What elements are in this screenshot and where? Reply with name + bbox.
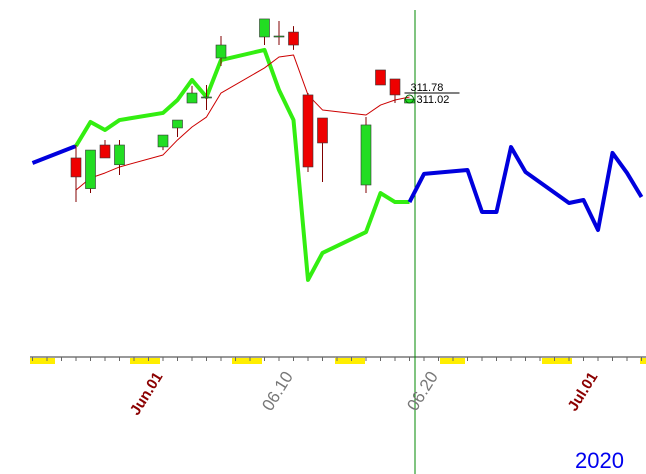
candle-body xyxy=(317,117,328,144)
price-marker xyxy=(405,94,414,104)
candle-body xyxy=(186,92,198,104)
candle-body xyxy=(259,18,270,38)
candle-body xyxy=(99,144,111,159)
strip-block xyxy=(640,358,646,364)
candle-body xyxy=(288,31,299,46)
strip-block xyxy=(130,358,160,364)
series-line xyxy=(75,54,410,191)
year-label: 2020 xyxy=(575,448,624,473)
candle-body xyxy=(389,78,401,96)
candle-body xyxy=(360,124,372,186)
strip-block xyxy=(335,358,365,364)
candle-body xyxy=(375,69,386,86)
candle-body xyxy=(70,157,82,178)
candle-body xyxy=(215,44,227,59)
price-label: 311.02 xyxy=(417,94,450,106)
strip-block xyxy=(232,358,262,364)
series-line xyxy=(31,144,77,165)
series-line xyxy=(407,145,644,232)
series-line xyxy=(74,47,410,282)
candle-body xyxy=(85,149,96,189)
strip-block xyxy=(30,358,55,364)
candle-body xyxy=(273,35,285,38)
price-label: 311.78 xyxy=(411,82,444,94)
candle-body xyxy=(201,96,212,99)
candle-body xyxy=(114,144,125,166)
candle-body xyxy=(302,94,314,168)
strip-block xyxy=(542,358,572,364)
candle-body xyxy=(157,134,169,148)
candle-body xyxy=(172,119,183,129)
